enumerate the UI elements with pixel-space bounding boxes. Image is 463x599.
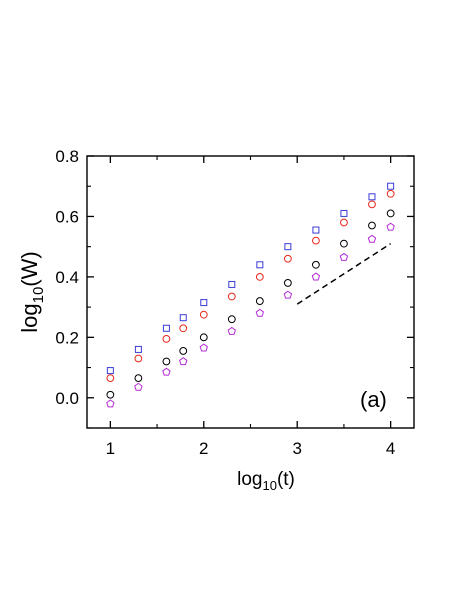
x-tick-label: 1	[106, 439, 115, 458]
series-3-point	[255, 297, 264, 305]
series-4-point	[227, 326, 237, 335]
x-axis-label-base: log	[237, 469, 262, 490]
series-3-point	[368, 221, 376, 230]
series-4-point	[134, 382, 143, 391]
series-2-point	[162, 334, 171, 343]
reference-line	[296, 243, 392, 305]
x-tick-label: 2	[199, 439, 208, 458]
series-2-point	[340, 218, 348, 227]
series-4-point	[339, 252, 349, 261]
series-1-point	[134, 345, 142, 353]
series-3-point	[283, 279, 292, 287]
series-3-point	[312, 260, 320, 269]
series-4-point	[386, 222, 395, 231]
series-1-point	[256, 261, 264, 269]
y-tick-label: 0.4	[55, 268, 79, 287]
panel-label: (a)	[360, 387, 387, 412]
series-2-point	[134, 354, 143, 363]
series-3-point	[106, 390, 115, 399]
series-1-point	[179, 314, 187, 322]
axis-ticks	[87, 155, 414, 429]
y-axis-label-base: log	[17, 303, 42, 332]
series-2-point	[386, 189, 395, 198]
y-tick-label: 0.2	[55, 328, 79, 347]
series-2-point	[255, 272, 264, 281]
series-2-point	[106, 374, 115, 383]
y-axis-label: log10(W)	[17, 251, 47, 332]
series-2-point	[179, 324, 188, 333]
x-axis-label: log10(t)	[237, 469, 295, 493]
x-axis-label-sub: 10	[262, 478, 276, 493]
series-1-point	[340, 209, 348, 217]
series-3-point	[227, 315, 236, 324]
series-2-point	[283, 254, 292, 263]
y-axis-label-sub: 10	[30, 287, 47, 304]
series-4-point	[162, 367, 171, 376]
series-3-point	[179, 347, 188, 355]
x-axis-label-arg: (t)	[277, 469, 295, 490]
series-3-point	[134, 374, 143, 383]
series-4-point	[283, 290, 293, 299]
series-4-point	[255, 308, 265, 317]
series-4-point	[311, 272, 321, 281]
series-2-point	[312, 236, 320, 245]
series-4-point	[106, 399, 115, 408]
x-tick-label: 3	[292, 439, 301, 458]
series-4-point	[199, 343, 208, 352]
y-tick-label: 0.0	[55, 389, 79, 408]
series-1-point	[106, 367, 114, 375]
series-1-point	[200, 299, 208, 307]
x-tick-label: 4	[386, 439, 395, 458]
y-tick-label: 0.8	[55, 147, 79, 166]
series-3-point	[386, 209, 395, 218]
series-1-point	[312, 226, 320, 234]
series-1-point	[284, 243, 292, 251]
series-4-point	[367, 234, 377, 243]
reference-line-group	[296, 243, 392, 305]
series-4-point	[179, 357, 188, 366]
series-1-point	[228, 280, 236, 288]
series-2-point	[368, 200, 376, 209]
data-points	[106, 182, 395, 408]
series-2-point	[227, 292, 236, 301]
series-2-point	[199, 310, 208, 319]
series-3-point	[162, 357, 171, 366]
tick-labels: 1 2 3 4 0.0 0.2 0.4 0.6 0.8	[55, 147, 395, 458]
series-1-point	[368, 193, 376, 201]
y-tick-label: 0.6	[55, 207, 79, 226]
series-1-point	[162, 324, 170, 332]
series-3-point	[199, 333, 208, 342]
series-3-point	[340, 239, 348, 248]
y-axis-label-arg: (W)	[17, 251, 42, 286]
series-1-point	[387, 182, 395, 190]
